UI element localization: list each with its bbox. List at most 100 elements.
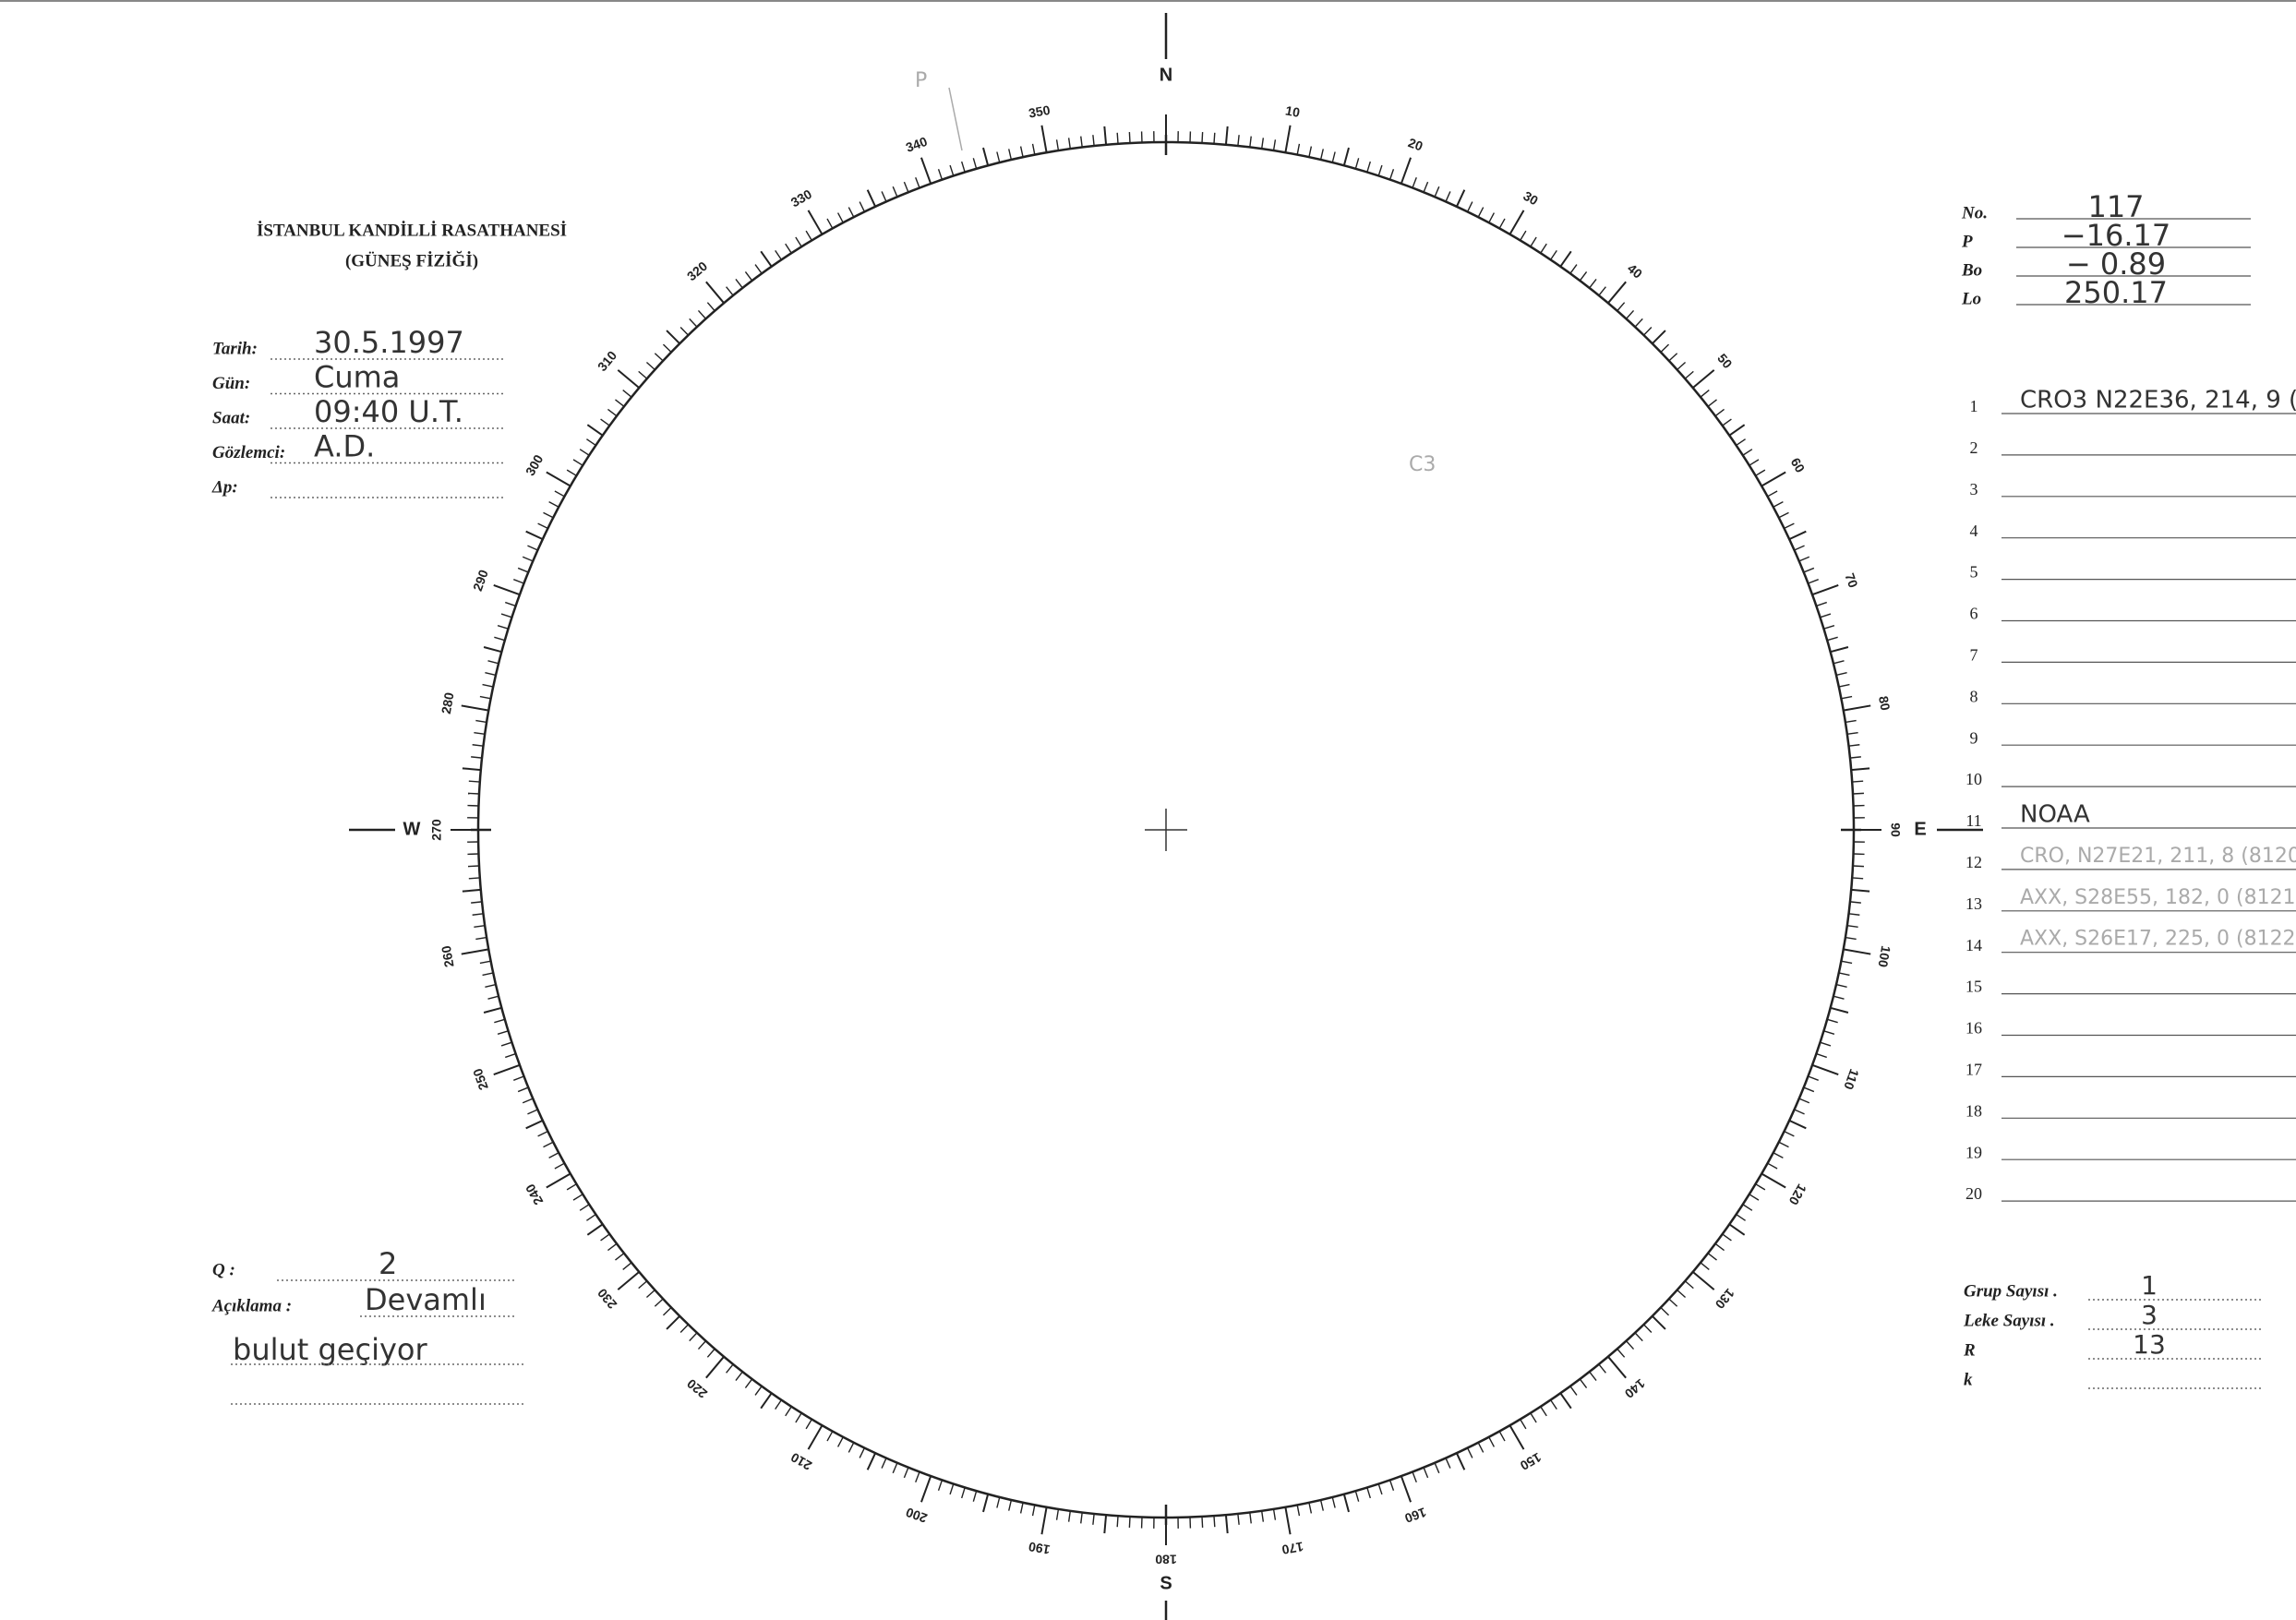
graduation [468,877,480,880]
graduation [654,1298,664,1307]
graduation [479,960,491,965]
graduation [1823,1030,1835,1035]
graduation [1755,469,1766,476]
graduation [1788,1119,1807,1130]
graduation [1833,995,1845,1000]
graduation [1742,1204,1753,1211]
graduation [622,1262,632,1270]
graduation [1434,1462,1440,1474]
graduation [996,151,1001,163]
graduation [892,1462,898,1474]
graduation [1237,1513,1240,1525]
graduation [1272,139,1277,151]
parameter-label: P [1961,232,1973,251]
graduation [1728,424,1746,437]
graduation [485,983,497,988]
graduation [1296,143,1301,155]
graduation [1434,186,1440,198]
graduation [537,522,548,530]
graduation [472,744,484,747]
graduation [689,1332,698,1342]
graduation [903,181,909,193]
graduation [1852,792,1864,795]
graduation [1849,901,1861,904]
graduation [537,1130,548,1137]
degree-label: 160 [1402,1505,1428,1526]
graduation [1652,330,1666,344]
remark-label: Açıklama : [211,1296,292,1315]
graduation [1331,151,1336,163]
graduation [1569,1386,1578,1396]
graduation [1852,865,1864,868]
graduation [826,218,834,229]
graduation [754,1386,763,1396]
graduation [493,1063,521,1076]
graduation [1249,1512,1252,1524]
field-value: 30.5.1997 [314,325,464,360]
graduation [697,1340,707,1350]
row-number: 14 [1965,936,1982,954]
graduation [487,660,499,665]
graduation [1742,449,1753,456]
graduation [1607,1356,1627,1379]
graduation [903,1467,909,1479]
graduation [1598,286,1606,296]
row-number: 5 [1970,563,1978,582]
graduation [1296,1505,1301,1517]
graduation [525,530,544,541]
parameter-value: −16.17 [2062,218,2170,253]
graduation [1851,888,1870,893]
row-number: 19 [1965,1143,1982,1161]
graduation [1798,556,1810,562]
graduation [493,583,521,596]
graduation [1488,1436,1496,1447]
graduation [586,438,596,446]
graduation [961,161,966,173]
row-number: 9 [1970,728,1978,747]
graduation [1477,207,1485,218]
graduation [1308,1502,1313,1514]
graduation [1684,370,1694,379]
row-number: 15 [1965,978,1982,996]
graduation [615,399,625,407]
parameter-value: 250.17 [2064,275,2168,310]
graduation [554,490,565,498]
graduation [615,1253,625,1261]
graduation [1761,471,1786,487]
graduation [836,212,844,223]
graduation [525,1119,544,1130]
graduation [517,1086,529,1093]
row-number: 17 [1965,1061,1982,1079]
graduation [881,1458,887,1469]
degree-label: 60 [1788,455,1809,475]
graduation [744,271,753,282]
graduation [785,243,792,254]
graduation [1714,1242,1725,1252]
graduation [1784,522,1795,530]
graduation [805,230,812,241]
graduation [1749,1194,1760,1201]
graduation [548,1152,559,1159]
graduation [1354,158,1360,170]
graduation [1778,1141,1789,1148]
graduation [1625,309,1635,319]
graduation [1677,1289,1687,1299]
graduation [1019,1502,1024,1514]
graduation [915,1471,920,1482]
graduation [1400,1475,1412,1503]
graduation [1201,1516,1204,1528]
graduation [1838,972,1850,977]
graduation [1128,1516,1131,1528]
row-entry: NOAA [2020,801,2090,829]
graduation [1598,1363,1606,1374]
graduation [586,424,604,437]
graduation [847,1442,855,1453]
graduation [689,318,698,328]
graduation [705,281,725,304]
graduation [1331,1496,1336,1508]
graduation [775,250,782,260]
graduation [513,579,524,584]
graduation [666,1315,680,1330]
graduation [1579,1378,1588,1388]
graduation [1213,1516,1216,1528]
